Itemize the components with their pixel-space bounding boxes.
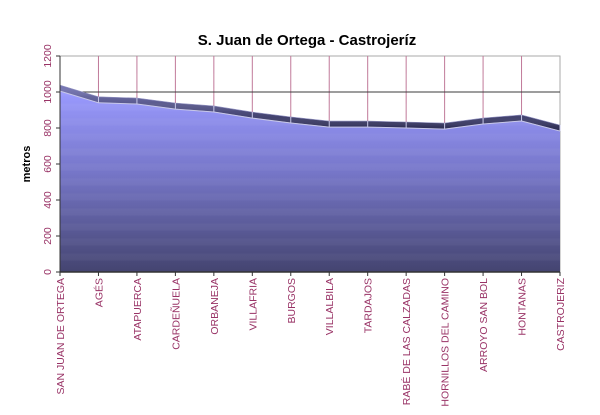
x-tick-label: VILLAFRIA bbox=[247, 278, 259, 331]
x-tick-label: RABÉ DE LAS CALZADAS bbox=[400, 278, 413, 405]
x-tick-label: HORNILLOS DEL CAMINO bbox=[440, 278, 452, 407]
x-tick-label: ARROYO SAN BOL bbox=[478, 278, 490, 372]
x-tick-label: ATAPUERCA bbox=[132, 278, 144, 341]
x-tick-label: SAN JUAN DE ORTEGA bbox=[55, 278, 67, 395]
y-tick-label: 0 bbox=[42, 269, 54, 275]
area-series-line bbox=[59, 90, 561, 132]
chart-title: S. Juan de Ortega - Castrojeríz bbox=[198, 32, 416, 49]
x-tick-label: VILLALBILA bbox=[324, 278, 336, 335]
x-tick-label: CASTROJERIZ bbox=[555, 277, 567, 351]
x-tick-label: BURGOS bbox=[286, 278, 298, 324]
y-tick-label: 1200 bbox=[42, 44, 54, 68]
x-tick-label: AGÉS bbox=[92, 278, 105, 307]
x-tick-label: ORBANEJA bbox=[209, 278, 221, 335]
y-tick-label: 400 bbox=[42, 191, 54, 209]
x-tick-label: CARDEÑUELA bbox=[169, 278, 182, 350]
y-tick-label: 1000 bbox=[42, 80, 54, 104]
y-tick-label: 600 bbox=[42, 155, 54, 173]
x-tick-label: HONTANAS bbox=[517, 278, 529, 336]
x-tick-label: TARDAJOS bbox=[363, 278, 375, 333]
area-series-metros bbox=[60, 91, 560, 272]
y-tick-label: 200 bbox=[42, 227, 54, 245]
y-axis-label: metros bbox=[21, 146, 33, 183]
y-tick-label: 800 bbox=[42, 119, 54, 137]
